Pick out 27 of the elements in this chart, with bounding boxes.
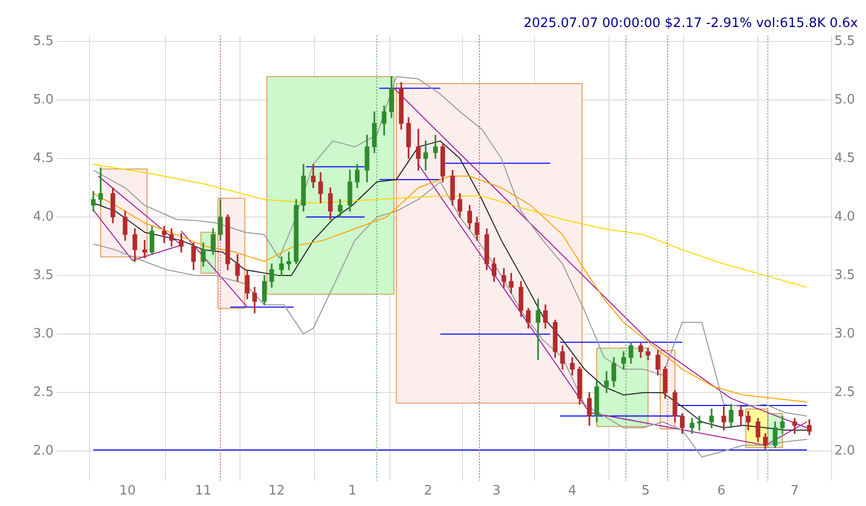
y2-tick-label: 4.0 bbox=[834, 209, 856, 224]
y-tick-label: 4.5 bbox=[32, 150, 54, 166]
y-tick-label: 5.5 bbox=[32, 34, 54, 49]
x-tick-label: 12 bbox=[268, 484, 285, 499]
x-tick-label: 1 bbox=[348, 484, 356, 499]
y2-tick-label: 2.5 bbox=[834, 384, 856, 400]
y2-tick-label: 3.0 bbox=[834, 326, 856, 342]
x-tick-label: 2 bbox=[424, 484, 432, 499]
y2-tick-label: 3.5 bbox=[834, 268, 856, 283]
x-tick-label: 5 bbox=[641, 484, 650, 499]
y2-tick-label: 4.5 bbox=[834, 150, 856, 166]
y2-tick-label: 5.0 bbox=[834, 92, 856, 108]
x-tick-label: 10 bbox=[119, 484, 136, 499]
x-tick-label: 11 bbox=[195, 484, 212, 499]
chart-title: 2025.07.07 00:00:00 $2.17 -2.91% vol:615.8K 0.6x bbox=[524, 16, 858, 32]
y-tick-label: 3.0 bbox=[32, 326, 54, 342]
y2-tick-label: 5.5 bbox=[834, 34, 856, 49]
y-tick-label: 2.0 bbox=[32, 444, 54, 459]
y2-tick-label: 2.0 bbox=[834, 444, 856, 459]
x-tick-label: 3 bbox=[492, 484, 501, 499]
y-tick-label: 5.0 bbox=[32, 92, 54, 108]
y-tick-label: 4.0 bbox=[32, 209, 54, 224]
x-tick-label: 7 bbox=[790, 484, 799, 499]
y-tick-label: 3.5 bbox=[32, 268, 54, 283]
y-tick-label: 2.5 bbox=[32, 384, 54, 400]
x-tick-label: 4 bbox=[568, 484, 576, 499]
x-tick-label: 6 bbox=[717, 484, 726, 499]
